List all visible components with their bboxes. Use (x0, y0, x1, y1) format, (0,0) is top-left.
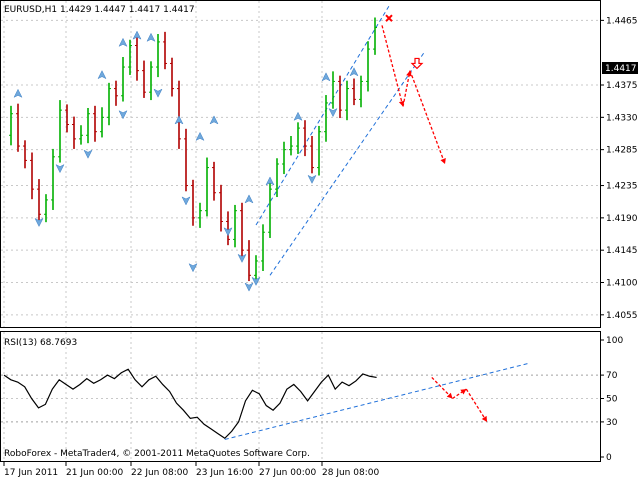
fractal-up-marker (265, 176, 275, 186)
forecast-arrows (381, 14, 488, 423)
rsi-forecast-arrowhead (460, 389, 467, 395)
rsi-label: RSI(13) 68.7693 (4, 338, 77, 348)
rsi-axis: 100 70 50 30 0 (600, 336, 623, 463)
price-tick-label: 1.4145 (606, 246, 638, 256)
fractal-up-marker (209, 115, 219, 125)
fractal-up-marker (118, 37, 128, 47)
fractal-down-marker (34, 217, 44, 228)
fractal-up-marker (97, 70, 107, 80)
fractal-down-marker (237, 253, 247, 263)
current-price-tag (602, 62, 638, 74)
rsi-line (3, 368, 377, 440)
rsi-series (3, 362, 529, 440)
price-forecast-segment (402, 70, 411, 107)
rsi-tick-label: 70 (606, 371, 618, 381)
fractal-down-marker (153, 88, 163, 98)
price-tick-label: 1.4285 (606, 146, 638, 156)
rsi-tick-label: 0 (606, 453, 612, 463)
price-tick-label: 1.4465 (606, 16, 638, 26)
price-forecast-segment (409, 70, 446, 165)
fractal-up-marker (321, 72, 331, 82)
fractal-down-marker (83, 149, 93, 159)
fractal-down-marker (188, 263, 198, 273)
price-forecast-arrowhead (440, 158, 446, 164)
price-tick-label: 1.4055 (606, 311, 638, 321)
fractal-down-marker (118, 110, 128, 120)
grid (1, 1, 600, 461)
fractal-down-marker (251, 276, 261, 286)
fractal-down-marker (244, 282, 254, 292)
rsi-tick-label: 100 (606, 336, 623, 346)
price-tick-label: 1.4375 (606, 81, 638, 91)
price-tick-label: 1.4100 (606, 279, 638, 289)
time-tick-label: 21 Jun 00:00 (66, 468, 123, 478)
fractal-down-marker (328, 108, 338, 118)
fractal-up-marker (195, 131, 205, 141)
current-price-value: 1.4417 (605, 64, 637, 74)
time-tick-label: 17 Jun 2011 (4, 468, 58, 478)
fractal-up-marker (244, 194, 254, 204)
price-tick-label: 1.4235 (606, 182, 638, 192)
fractal-up-marker (293, 111, 303, 121)
price-axis: 1.4465 1.4375 1.4330 1.4285 1.4235 1.4190 1.41… (600, 16, 638, 321)
rsi-forecast-segment (465, 388, 488, 423)
channel-line-upper (255, 5, 390, 226)
time-axis: 17 Jun 2011 21 Jun 00:00 22 Jun 08:00 23 Ju… (3, 462, 379, 478)
price-panel-frame (0, 0, 601, 328)
rsi-forecast-arrowhead (481, 415, 487, 422)
rsi-tick-label: 30 (606, 418, 618, 428)
price-forecast-segment (381, 25, 404, 107)
rsi-panel-frame (0, 331, 601, 462)
fractal-down-marker (223, 227, 233, 237)
fractal-down-marker (181, 196, 191, 206)
rsi-forecast-segment (452, 388, 467, 400)
candles (9, 17, 377, 284)
time-tick-label: 23 Jun 16:00 (196, 468, 253, 478)
time-tick-label: 28 Jun 08:00 (322, 468, 379, 478)
price-tick-label: 1.4330 (606, 113, 638, 123)
time-tick-label: 22 Jun 08:00 (131, 468, 188, 478)
fractal-up-marker (13, 88, 23, 98)
rsi-tick-label: 50 (606, 395, 618, 405)
time-tick-label: 27 Jun 00:00 (259, 468, 316, 478)
copyright-text: RoboForex - MetaTrader4, © 2001-2011 Met… (4, 449, 310, 459)
price-tick-label: 1.4190 (606, 214, 638, 224)
exit-cross-icon (385, 14, 393, 22)
symbol-label: EURUSD,H1 1.4429 1.4447 1.4417 1.4417 (4, 5, 195, 15)
fractal-up-marker (132, 30, 142, 40)
sell-arrow-icon (410, 57, 424, 70)
fractal-markers (13, 30, 359, 292)
rsi-forecast-arrowhead (446, 392, 453, 399)
rsi-trendline (224, 362, 529, 440)
fractal-up-marker (174, 115, 184, 125)
fractal-down-marker (307, 174, 317, 184)
fractal-down-marker (55, 164, 65, 174)
fractal-up-marker (349, 67, 359, 77)
fractal-up-marker (146, 32, 156, 42)
